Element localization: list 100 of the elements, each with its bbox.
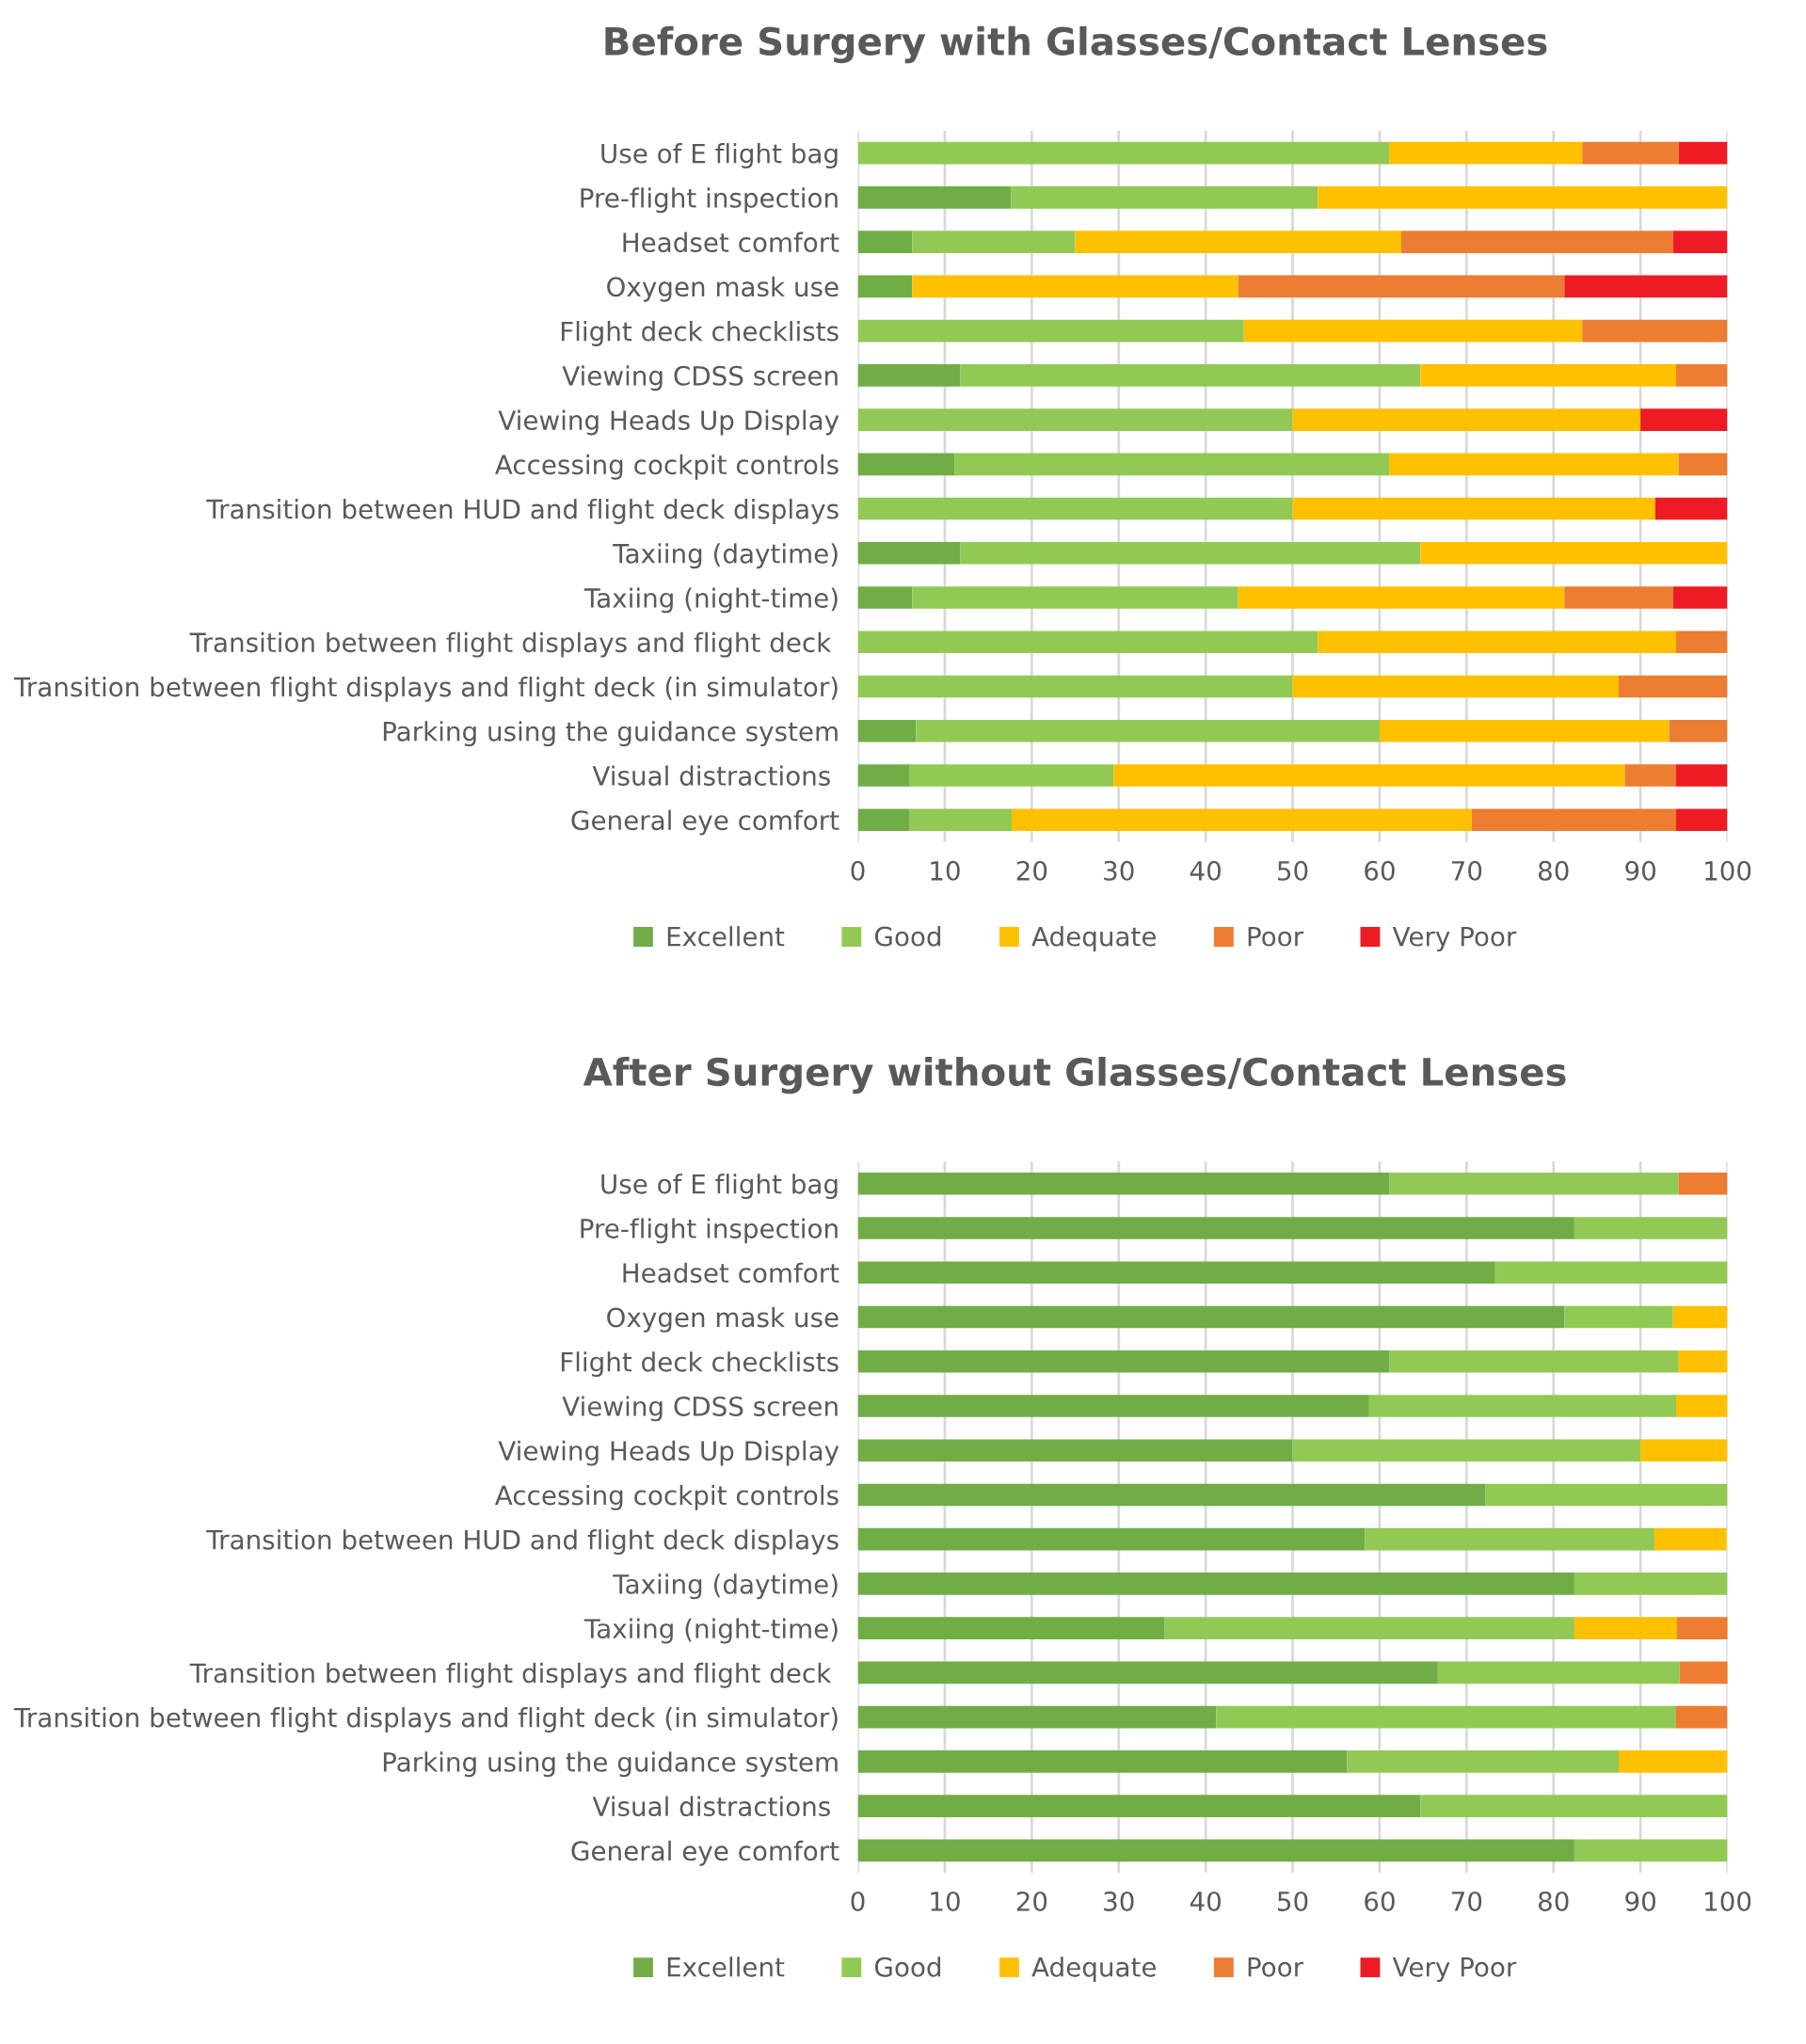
bar: [1012, 808, 1472, 832]
bar: [857, 1483, 1486, 1507]
bar: [857, 1705, 1217, 1729]
bar: [1164, 1617, 1574, 1639]
bar: [1389, 1172, 1679, 1195]
legend-label: Good: [874, 1956, 941, 1977]
y-tick-label: Parking using the guidance system: [383, 721, 838, 747]
x-tick-label: 100: [1705, 1891, 1751, 1911]
bar: [1292, 408, 1641, 431]
y-tick-label: General eye comfort: [571, 1840, 839, 1866]
bar: [1676, 808, 1728, 832]
y-tick-label: Accessing cockpit controls: [494, 454, 839, 480]
bar: [1619, 1750, 1728, 1773]
bar: [1420, 541, 1728, 565]
bar: [1401, 231, 1673, 253]
y-tick-label: Headset comfort: [623, 1262, 839, 1284]
bar: [857, 1395, 1369, 1417]
bar: [1574, 1839, 1728, 1862]
bar: [857, 453, 955, 476]
bar: [1011, 186, 1319, 209]
legend-label: Good: [874, 926, 941, 947]
bar: [1574, 1217, 1728, 1239]
bar: [912, 586, 1239, 609]
y-tick-label: Viewing CDSS screen: [562, 365, 838, 391]
x-tick-label: 90: [1625, 1891, 1655, 1911]
bar: [1389, 1349, 1679, 1373]
bar: [1243, 319, 1583, 343]
x-tick-label: 20: [1016, 860, 1047, 881]
x-tick-label: 100: [1705, 860, 1751, 881]
y-tick-label: Transition between flight displays and flight deck: [189, 1662, 832, 1688]
bar: [857, 1750, 1348, 1773]
y-tick-label: Transition between flight displays and flight deck (in simulator): [13, 676, 838, 702]
bar: [857, 1527, 1366, 1551]
bar: [857, 275, 913, 298]
bar: [1619, 675, 1728, 698]
y-tick-label: General eye comfort: [571, 809, 839, 836]
bar: [1292, 497, 1655, 520]
y-tick-label: Viewing Heads Up Display: [498, 1440, 839, 1466]
y-tick-label: Taxiing (daytime): [613, 1573, 838, 1600]
legend-label: Adequate: [1031, 926, 1156, 951]
bar: [1292, 675, 1620, 698]
y-tick-label: Flight deck checklists: [561, 1351, 839, 1378]
bar: [1238, 275, 1565, 298]
legend-label: Poor: [1248, 926, 1304, 947]
x-tick-label: 30: [1104, 1891, 1134, 1911]
bar: [857, 1795, 1421, 1817]
bar: [1564, 1305, 1673, 1329]
bar: [857, 1217, 1574, 1239]
y-tick-label: Flight deck checklists: [561, 321, 839, 346]
legend-label: Excellent: [667, 1956, 785, 1977]
bar: [1471, 808, 1677, 832]
bar: [857, 231, 913, 253]
bar: [857, 675, 1293, 698]
bar: [857, 364, 961, 387]
bar: [1420, 1795, 1728, 1817]
bar: [857, 808, 910, 832]
y-tick-label: Taxiing (daytime): [613, 543, 838, 569]
y-tick-label: Pre-flight inspection: [581, 1218, 838, 1244]
bar: [960, 541, 1421, 565]
bar: [912, 231, 1076, 253]
bar: [857, 1661, 1438, 1685]
legend-label: Excellent: [667, 926, 785, 947]
x-tick-label: 60: [1365, 860, 1395, 881]
y-tick-label: Parking using the guidance system: [383, 1751, 838, 1778]
bar: [1582, 141, 1679, 165]
y-tick-label: Use of E flight bag: [601, 143, 838, 168]
legend-label: Very Poor: [1392, 926, 1517, 951]
bar: [1676, 631, 1728, 654]
bar: [1365, 1527, 1654, 1551]
bar: [909, 808, 1013, 832]
x-tick-label: 90: [1625, 860, 1655, 881]
chart-title: Before Surgery with Glasses/Contact Lenses: [605, 25, 1547, 64]
x-tick-label: 40: [1190, 1891, 1221, 1911]
y-tick-label: Transition between flight displays and flight deck (in simulator): [13, 1707, 838, 1733]
x-tick-label: 10: [931, 860, 960, 881]
bar: [1564, 586, 1673, 609]
bar: [1676, 1395, 1728, 1417]
bar: [1624, 764, 1677, 787]
legend-label: Adequate: [1031, 1956, 1156, 1983]
bar: [857, 186, 1012, 209]
x-tick-label: 60: [1365, 1891, 1395, 1911]
x-tick-label: 80: [1538, 860, 1569, 881]
x-tick-label: 50: [1277, 860, 1308, 881]
bar: [1678, 1349, 1728, 1373]
bar: [1676, 364, 1728, 387]
bar: [1582, 319, 1728, 343]
bar: [857, 1261, 1495, 1285]
bar: [1640, 1439, 1728, 1462]
bar: [1672, 586, 1728, 609]
x-tick-label: 50: [1277, 1891, 1308, 1911]
bar: [954, 453, 1390, 476]
y-tick-label: Oxygen mask use: [607, 276, 839, 302]
bar: [857, 764, 910, 787]
y-tick-label: Use of E flight bag: [601, 1174, 838, 1200]
bar: [1574, 1617, 1677, 1639]
bar: [1113, 764, 1625, 787]
bar: [1389, 141, 1583, 165]
y-tick-label: Oxygen mask use: [607, 1306, 839, 1333]
bar: [1678, 453, 1728, 476]
y-tick-label: Transition between HUD and flight deck displays: [206, 499, 839, 524]
